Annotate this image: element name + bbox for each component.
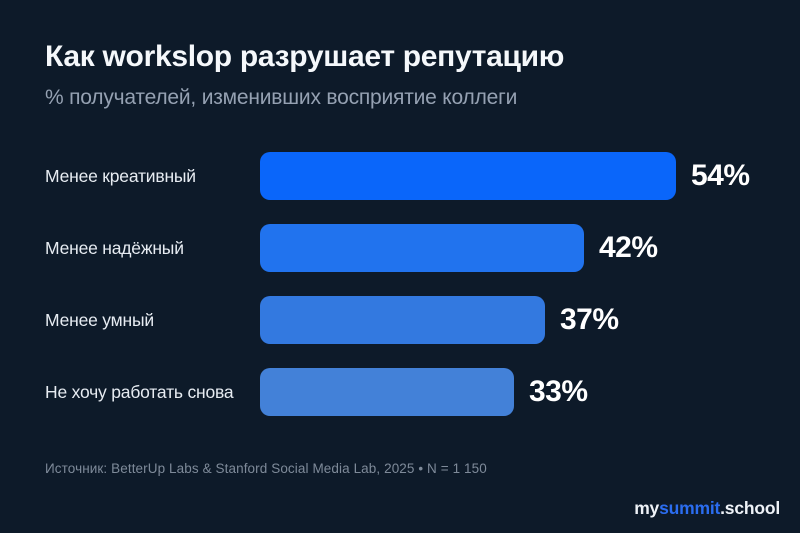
brand-logo-accent: summit	[659, 498, 721, 518]
value-label: 54%	[691, 159, 750, 192]
bar-row: Менее надёжный 42%	[0, 224, 800, 272]
bar-rows: Менее креативный 54% Менее надёжный 42% Мене…	[0, 152, 800, 416]
category-label: Менее умный	[45, 309, 154, 330]
bar-row: Менее умный 37%	[0, 296, 800, 344]
bar-chart: Менее креативный 54% Менее надёжный 42% Мене…	[0, 152, 800, 440]
source-note: Источник: BetterUp Labs & Stanford Socia…	[45, 461, 487, 476]
bar-row: Менее креативный 54%	[0, 152, 800, 200]
category-label: Менее креативный	[45, 165, 196, 186]
value-label: 42%	[599, 231, 658, 264]
bar	[260, 296, 545, 344]
value-label: 37%	[560, 303, 619, 336]
bar	[260, 224, 584, 272]
chart-subtitle: % получателей, изменивших восприятие кол…	[45, 85, 518, 109]
bar	[260, 368, 514, 416]
chart-header: Как workslop разрушает репутацию % получ…	[45, 40, 760, 110]
bar-row: Не хочу работать снова 33%	[0, 368, 800, 416]
brand-logo-suffix: .school	[720, 498, 780, 518]
chart-title: Как workslop разрушает репутацию	[45, 40, 565, 73]
brand-logo-prefix: my	[634, 498, 660, 518]
value-label: 33%	[529, 375, 588, 408]
brand-logo: mysummit.school	[634, 498, 780, 519]
bar	[260, 152, 676, 200]
category-label: Менее надёжный	[45, 237, 184, 258]
category-label: Не хочу работать снова	[45, 381, 234, 402]
